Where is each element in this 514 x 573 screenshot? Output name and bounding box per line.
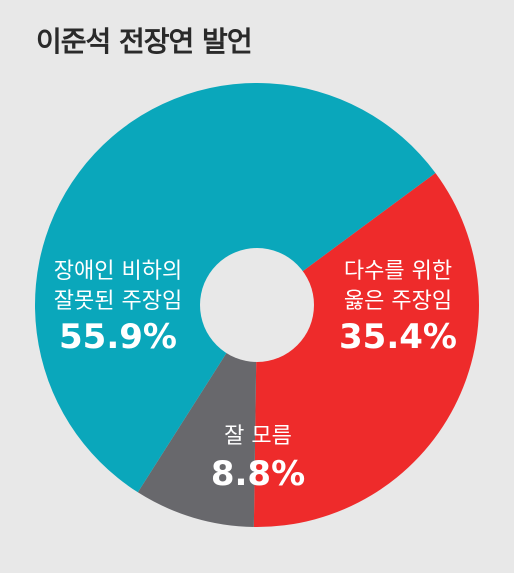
- pie-slice-2: [137, 305, 257, 527]
- slice-value-label-1: 35.4%: [339, 317, 457, 357]
- slice-label-line1-1: 다수를 위한: [344, 259, 452, 284]
- slice-label-line1-2: 잘 모름: [224, 424, 292, 449]
- slice-value-label-0: 55.9%: [59, 317, 177, 357]
- slice-label-line2-1: 옳은 주장임: [344, 289, 452, 314]
- slice-label-line2-0: 잘못된 주장임: [54, 289, 182, 314]
- slice-label-line1-0: 장애인 비하의: [54, 259, 182, 284]
- pie-slice-1: [253, 172, 480, 528]
- slice-value-label-2: 8.8%: [211, 454, 305, 494]
- donut-hole: [200, 248, 314, 362]
- chart-title: 이준석 전장연 발언: [36, 25, 253, 58]
